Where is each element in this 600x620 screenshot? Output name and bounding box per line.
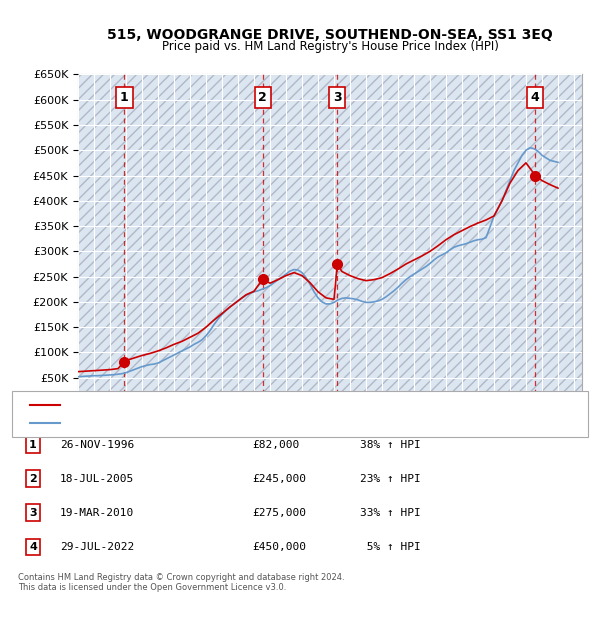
Text: 3: 3 (29, 508, 37, 518)
Text: 26-NOV-1996: 26-NOV-1996 (60, 440, 134, 450)
Text: 2: 2 (258, 91, 267, 104)
Text: Contains HM Land Registry data © Crown copyright and database right 2024.
This d: Contains HM Land Registry data © Crown c… (18, 573, 344, 592)
Text: 515, WOODGRANGE DRIVE, SOUTHEND-ON-SEA, SS1 3EQ (semi-detached house): 515, WOODGRANGE DRIVE, SOUTHEND-ON-SEA, … (69, 401, 436, 409)
Text: 23% ↑ HPI: 23% ↑ HPI (360, 474, 421, 484)
Text: £450,000: £450,000 (252, 542, 306, 552)
Text: Price paid vs. HM Land Registry's House Price Index (HPI): Price paid vs. HM Land Registry's House … (161, 40, 499, 53)
FancyBboxPatch shape (78, 74, 582, 403)
Text: 38% ↑ HPI: 38% ↑ HPI (360, 440, 421, 450)
Text: 1: 1 (120, 91, 129, 104)
Text: 19-MAR-2010: 19-MAR-2010 (60, 508, 134, 518)
Text: 515, WOODGRANGE DRIVE, SOUTHEND-ON-SEA, SS1 3EQ: 515, WOODGRANGE DRIVE, SOUTHEND-ON-SEA, … (107, 28, 553, 42)
Text: 4: 4 (531, 91, 539, 104)
Text: 5% ↑ HPI: 5% ↑ HPI (360, 542, 421, 552)
Text: HPI: Average price, semi-detached house, Southend-on-Sea: HPI: Average price, semi-detached house,… (69, 418, 340, 427)
Text: 4: 4 (29, 542, 37, 552)
Text: 1: 1 (29, 440, 37, 450)
Text: 29-JUL-2022: 29-JUL-2022 (60, 542, 134, 552)
Text: 33% ↑ HPI: 33% ↑ HPI (360, 508, 421, 518)
Text: £275,000: £275,000 (252, 508, 306, 518)
Text: £245,000: £245,000 (252, 474, 306, 484)
Text: 2: 2 (29, 474, 37, 484)
Text: 18-JUL-2005: 18-JUL-2005 (60, 474, 134, 484)
Text: £82,000: £82,000 (252, 440, 299, 450)
Text: 3: 3 (333, 91, 341, 104)
